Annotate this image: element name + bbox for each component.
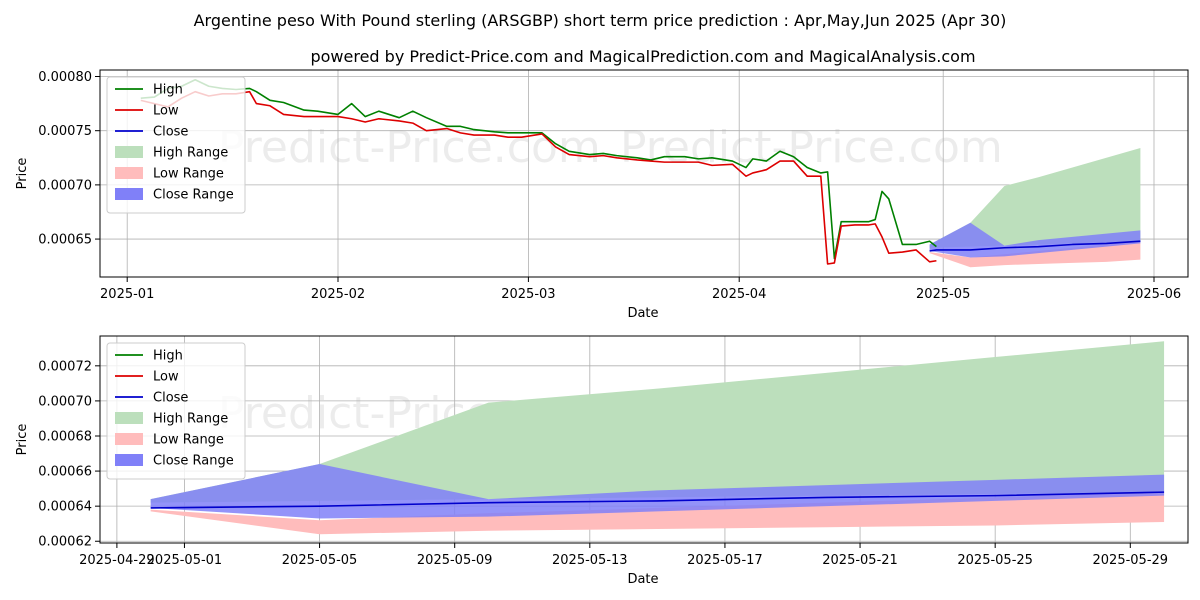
x-tick-label: 2025-05-17 xyxy=(687,553,763,568)
legend-label-close: Close xyxy=(153,125,188,140)
band-high-range xyxy=(929,148,1141,248)
x-axis-label: Date xyxy=(627,306,658,321)
legend-swatch-close-range xyxy=(115,188,143,200)
axes-frame xyxy=(99,69,1189,278)
y-tick-label: 0.00075 xyxy=(38,124,92,139)
x-tick-label: 2025-05-09 xyxy=(417,553,493,568)
x-axis-label: Date xyxy=(627,572,658,587)
y-tick-label: 0.00068 xyxy=(38,429,92,444)
axes-frame xyxy=(99,335,1189,544)
y-axis-label: Price xyxy=(15,424,30,456)
top-panel: Predict-Price.com Predict-Price.com 2025-0… xyxy=(15,69,1189,321)
y-tick-label: 0.00066 xyxy=(38,465,92,480)
legend-label-low: Low xyxy=(153,370,179,385)
legend: High Low Close High Range Low Range Close Ran… xyxy=(106,342,246,480)
x-tick-label: 2025-04-29 xyxy=(79,553,155,568)
chart-title: Argentine peso With Pound sterling (ARSG… xyxy=(194,11,1007,30)
plot-area xyxy=(150,341,1165,535)
x-tick-label: 2025-05-13 xyxy=(552,553,628,568)
y-tick-label: 0.00070 xyxy=(38,394,92,409)
x-tick-label: 2025-03 xyxy=(501,287,555,302)
x-tick-label: 2025-05-21 xyxy=(822,553,898,568)
series-line-low xyxy=(140,90,937,265)
legend-label-low: Low xyxy=(153,104,179,119)
x-tick-label: 2025-05-25 xyxy=(957,553,1033,568)
x-tick-label: 2025-05-01 xyxy=(147,553,223,568)
x-tick-label: 2025-05 xyxy=(916,287,970,302)
series-line-close xyxy=(150,491,1165,509)
y-tick-label: 0.00070 xyxy=(38,178,92,193)
x-tick-label: 2025-01 xyxy=(100,287,154,302)
legend-label-close: Close xyxy=(153,391,188,406)
legend-label-close-range: Close Range xyxy=(153,454,234,469)
y-tick-label: 0.00062 xyxy=(38,535,92,550)
y-tick-label: 0.00072 xyxy=(38,359,92,374)
x-tick-label: 2025-06 xyxy=(1127,287,1181,302)
legend: High Low Close High Range Low Range Close Ran… xyxy=(106,76,246,214)
y-tick-label: 0.00080 xyxy=(38,70,92,85)
legend-swatch-low-range xyxy=(115,433,143,445)
legend-label-high: High xyxy=(153,349,183,364)
plot-area xyxy=(140,78,1141,268)
watermark-text: Predict-Price.com xyxy=(218,122,601,173)
legend-swatch-high-range xyxy=(115,412,143,424)
legend-label-low-range: Low Range xyxy=(153,167,224,182)
grid xyxy=(100,70,1188,277)
x-tick-label: 2025-05-05 xyxy=(282,553,358,568)
legend-label-low-range: Low Range xyxy=(153,433,224,448)
chart-subtitle: powered by Predict-Price.com and Magical… xyxy=(310,47,975,66)
x-tick-label: 2025-05-29 xyxy=(1093,553,1169,568)
x-tick-label: 2025-04 xyxy=(712,287,766,302)
legend-label-high: High xyxy=(153,83,183,98)
bottom-panel: Predict-Price.comPredict-Price.com2025-0… xyxy=(15,335,1189,587)
series-line-close xyxy=(929,240,1141,252)
watermark-text: Predict-Price.com xyxy=(620,122,1003,173)
y-tick-label: 0.00064 xyxy=(38,500,92,515)
y-axis-label: Price xyxy=(15,158,30,190)
legend-swatch-close-range xyxy=(115,454,143,466)
legend-label-close-range: Close Range xyxy=(153,188,234,203)
legend-label-high-range: High Range xyxy=(153,412,228,427)
legend-swatch-high-range xyxy=(115,146,143,158)
legend-swatch-low-range xyxy=(115,167,143,179)
y-tick-label: 0.00065 xyxy=(38,233,92,248)
band-high-range xyxy=(150,341,1165,503)
x-tick-label: 2025-02 xyxy=(311,287,365,302)
legend-label-high-range: High Range xyxy=(153,146,228,161)
